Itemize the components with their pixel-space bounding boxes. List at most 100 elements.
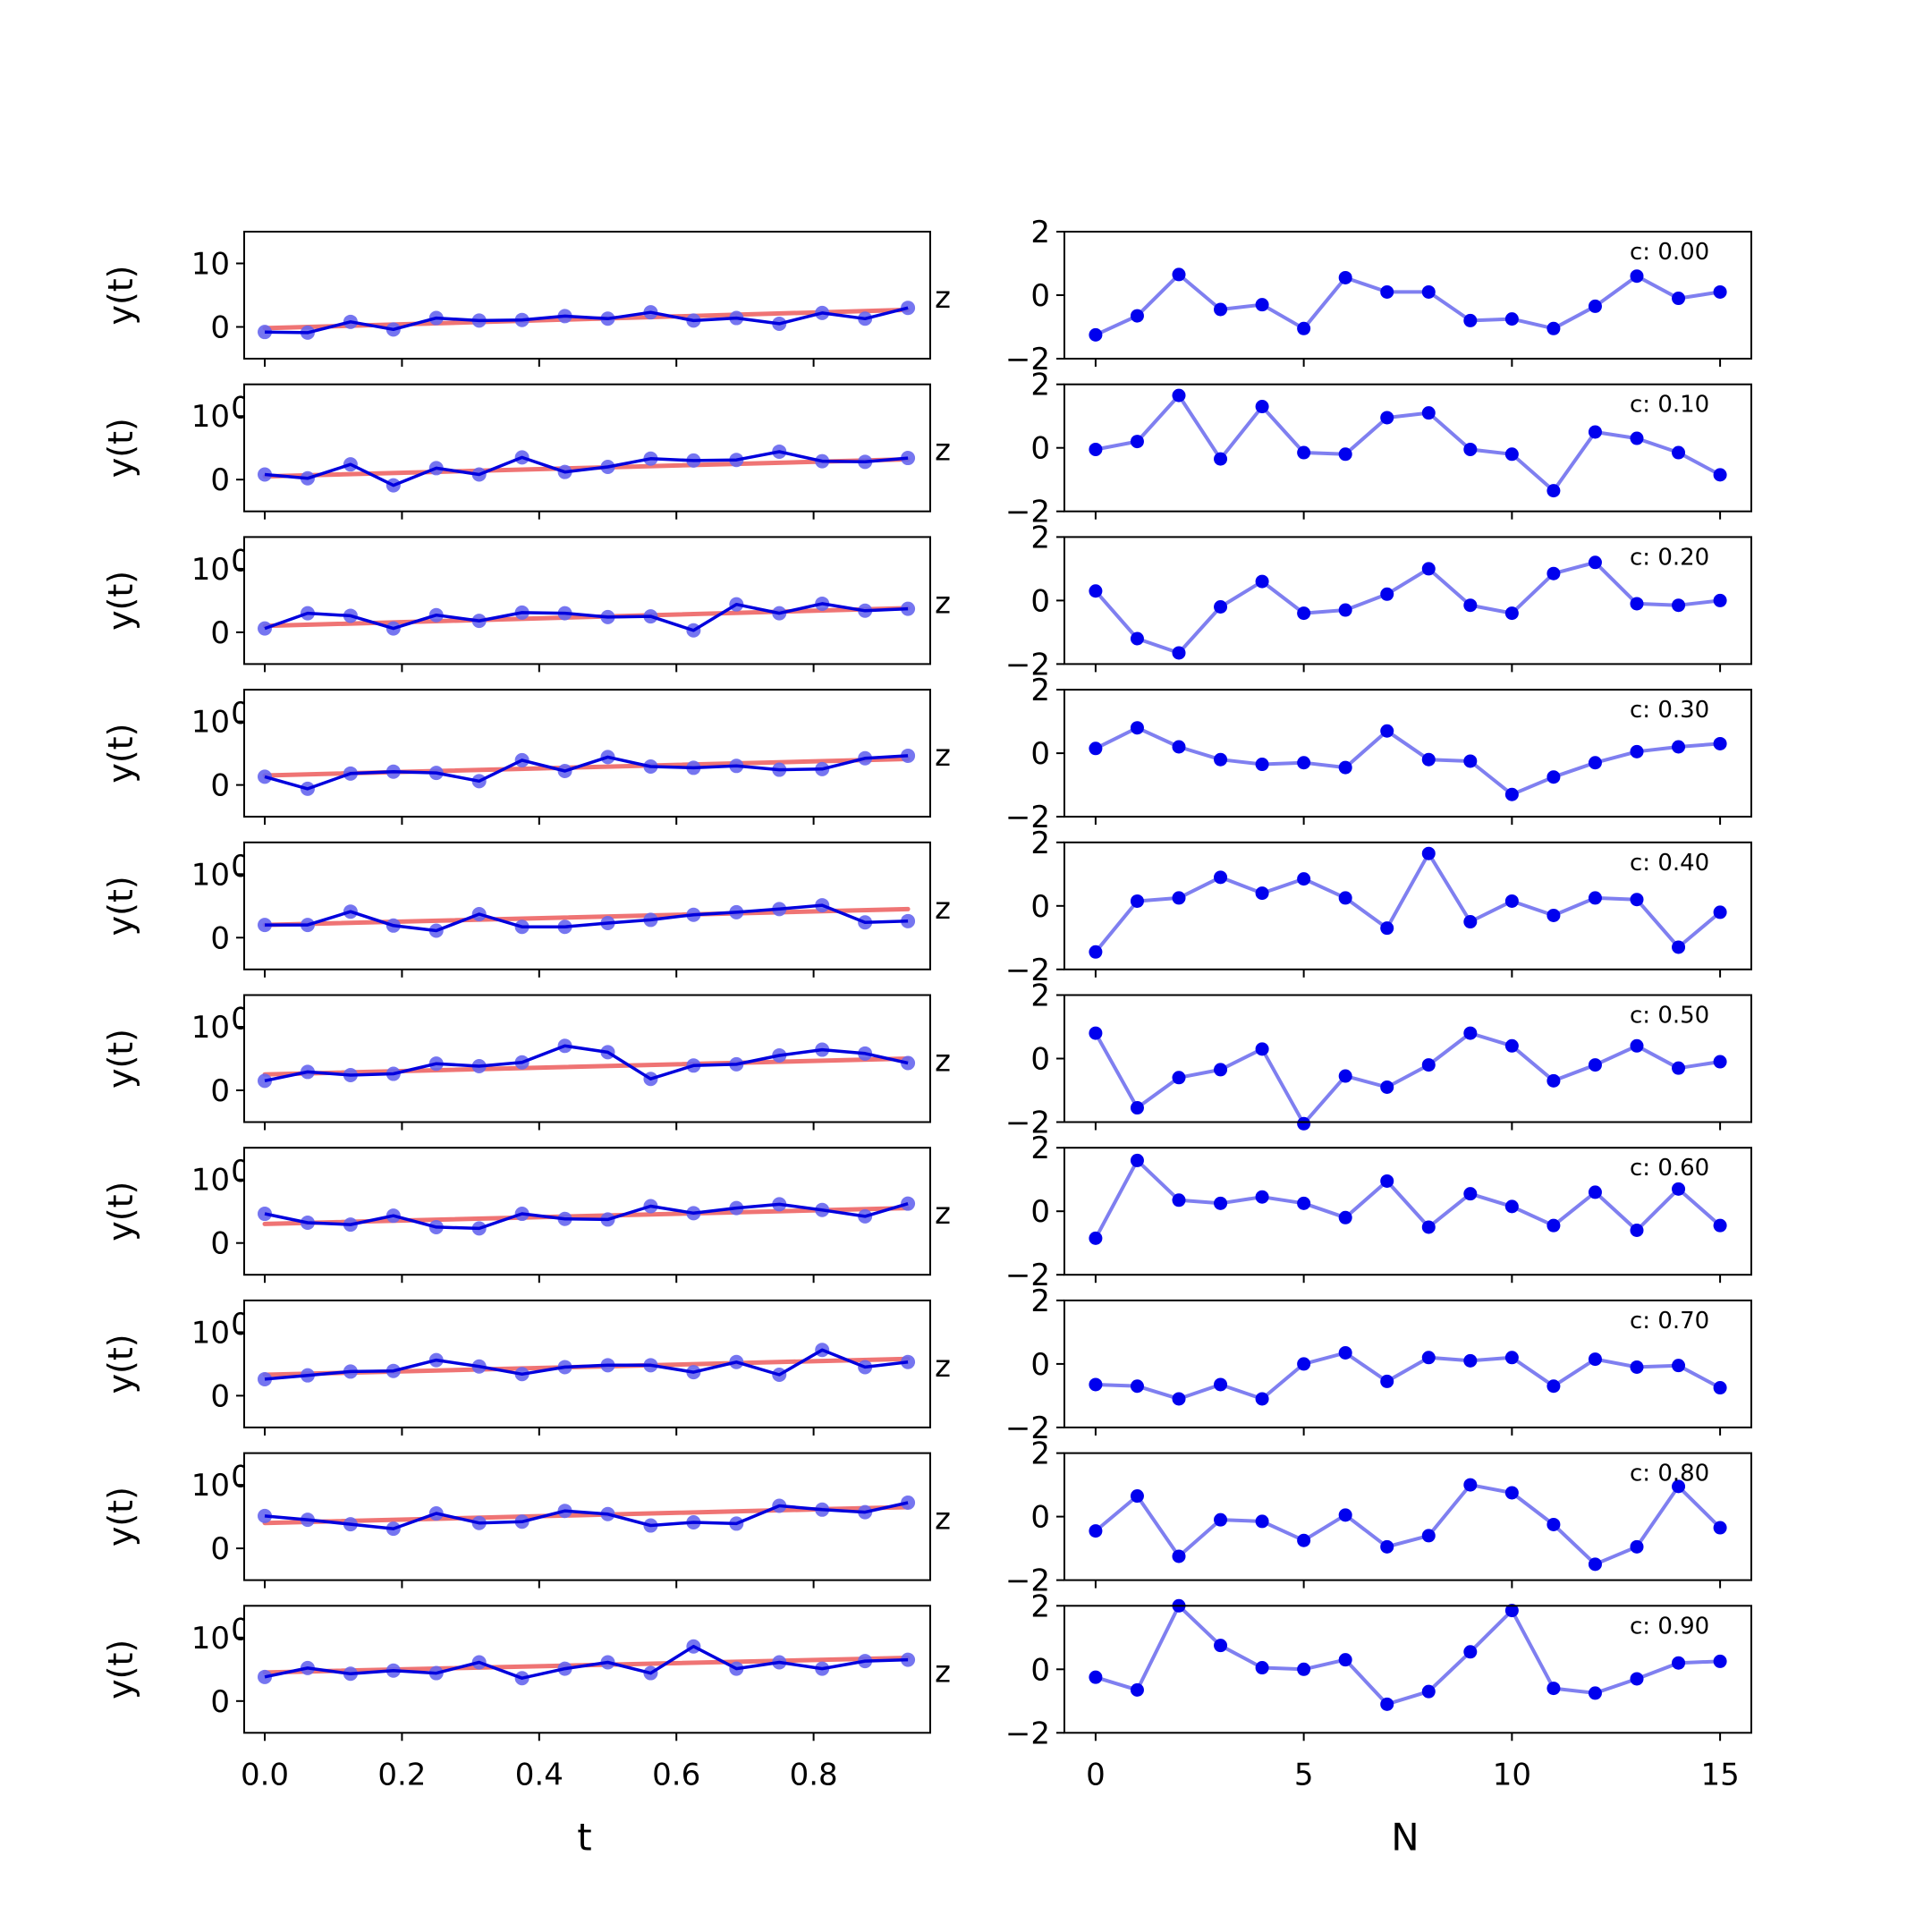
left-plot-area <box>258 596 916 638</box>
right-panel-frame <box>1063 689 1752 818</box>
right-column-panels: −2 0 2 c: 0.00 −2 0 2 c: 0.10 −2 0 2 c: 0.20 −2 0 2 c: … <box>1005 215 1752 1792</box>
noise-point <box>1713 1521 1727 1535</box>
noise-point <box>1297 872 1311 886</box>
noise-point <box>1421 406 1436 420</box>
noise-point <box>1255 1190 1269 1204</box>
right-plot-area <box>1089 1345 1727 1406</box>
noise-point <box>1172 1071 1186 1085</box>
noise-line <box>1095 1351 1722 1401</box>
noise-point <box>1672 598 1686 613</box>
noise-point <box>1172 1392 1186 1406</box>
overlap-glyph: z <box>935 738 951 774</box>
y-tick-label: 0 <box>1030 736 1050 772</box>
data-point <box>258 621 273 636</box>
y-tick-label: 0 <box>1030 583 1050 619</box>
noise-point <box>1338 1345 1352 1360</box>
noise-point <box>1463 442 1478 456</box>
y-tick-label: −2 <box>1005 647 1050 682</box>
y-tick-label: 0 <box>210 768 230 804</box>
left-panel-background <box>244 995 930 1123</box>
noise-point <box>1672 1182 1686 1196</box>
noise-point <box>1588 1185 1602 1199</box>
c-value-label: c: 0.40 <box>1630 850 1709 877</box>
overlap-glyph: z <box>935 1654 951 1690</box>
noise-point <box>1214 1513 1228 1527</box>
noise-point <box>1089 327 1103 342</box>
noise-point <box>1504 1199 1519 1214</box>
noise-point <box>1338 1653 1352 1667</box>
noise-point <box>1546 770 1561 784</box>
y-tick-label: 2 <box>1030 1589 1050 1624</box>
right-panel-frame <box>1063 1605 1752 1734</box>
right-plot-area <box>1089 1598 1727 1711</box>
y-tick-label: −2 <box>1005 495 1050 530</box>
noise-point <box>1546 321 1561 335</box>
x-tick-label: 0.6 <box>652 1757 700 1792</box>
noise-point <box>1630 431 1644 445</box>
overlap-glyph: z <box>935 1196 951 1232</box>
y-tick-label: −2 <box>1005 1716 1050 1751</box>
noise-line <box>1094 1158 1722 1240</box>
noise-point <box>1297 606 1311 621</box>
noise-point <box>1255 1042 1269 1056</box>
right-panel-frame <box>1063 231 1752 360</box>
noise-line <box>1094 852 1722 953</box>
right-panel-frame <box>1063 1299 1752 1428</box>
right-panel: −2 0 2 c: 0.70 <box>1005 1284 1752 1446</box>
y-tick-label: 10 <box>191 1315 230 1351</box>
y-tick-label: −2 <box>1005 800 1050 835</box>
right-panel-frame <box>1063 994 1752 1123</box>
noise-point <box>1380 921 1394 936</box>
noise-point <box>1297 445 1311 460</box>
noise-point <box>1630 1224 1644 1237</box>
data-line <box>264 1501 909 1530</box>
noise-point <box>1297 321 1311 335</box>
noise-point <box>1255 298 1269 312</box>
noise-point <box>1089 1377 1103 1392</box>
noise-point <box>1504 447 1519 462</box>
y-tick-label: 10 <box>191 857 230 893</box>
y-tick-label: 0 <box>210 310 230 346</box>
left-plot-area <box>258 301 916 340</box>
noise-point <box>1672 445 1686 460</box>
overlap-glyph: z <box>935 1044 951 1080</box>
noise-point <box>1380 1374 1394 1388</box>
y-tick-label: 0 <box>1030 1042 1050 1078</box>
y-axis-label: y(t) <box>101 1029 140 1089</box>
right-panel: −2 0 2 0 5 10 15 c: 0.90 <box>1005 1589 1752 1792</box>
y-tick-label: 0 <box>1030 1500 1050 1536</box>
right-panel: −2 0 2 c: 0.00 <box>1005 215 1752 377</box>
y-tick-label: 0 <box>210 1073 230 1109</box>
noise-point <box>1172 267 1186 282</box>
c-value-label: c: 0.90 <box>1630 1613 1709 1640</box>
right-panel: −2 0 2 c: 0.60 <box>1005 1131 1752 1293</box>
noise-point <box>1338 1069 1352 1083</box>
c-value-label: c: 0.50 <box>1630 1003 1709 1030</box>
y-tick-label: 10 <box>191 399 230 435</box>
noise-point <box>1089 1026 1103 1040</box>
y-tick-label: 10 <box>191 705 230 741</box>
noise-point <box>1672 1479 1686 1494</box>
noise-point <box>1463 915 1478 929</box>
right-panel-frame <box>1063 536 1752 665</box>
trend-line <box>262 1056 911 1077</box>
overlap-glyph: z <box>935 585 951 621</box>
y-tick-label: −2 <box>1005 342 1050 377</box>
y-tick-label: 10 <box>191 247 230 283</box>
y-tick-label: −2 <box>1005 1106 1050 1141</box>
noise-point <box>1713 1055 1727 1069</box>
y-tick-label: 10 <box>191 1621 230 1657</box>
noise-point <box>1421 1351 1436 1365</box>
x-tick-label: 10 <box>1493 1757 1531 1792</box>
noise-point <box>1089 1524 1103 1538</box>
noise-point <box>1089 1670 1103 1684</box>
y-tick-label: −2 <box>1005 1411 1050 1446</box>
left-panel-frame <box>243 1452 931 1581</box>
noise-point <box>1630 1038 1644 1053</box>
left-panel-frame <box>243 536 931 665</box>
y-tick-label: 10 <box>191 1163 230 1199</box>
noise-point <box>1421 1684 1436 1699</box>
noise-point <box>1255 1392 1269 1406</box>
